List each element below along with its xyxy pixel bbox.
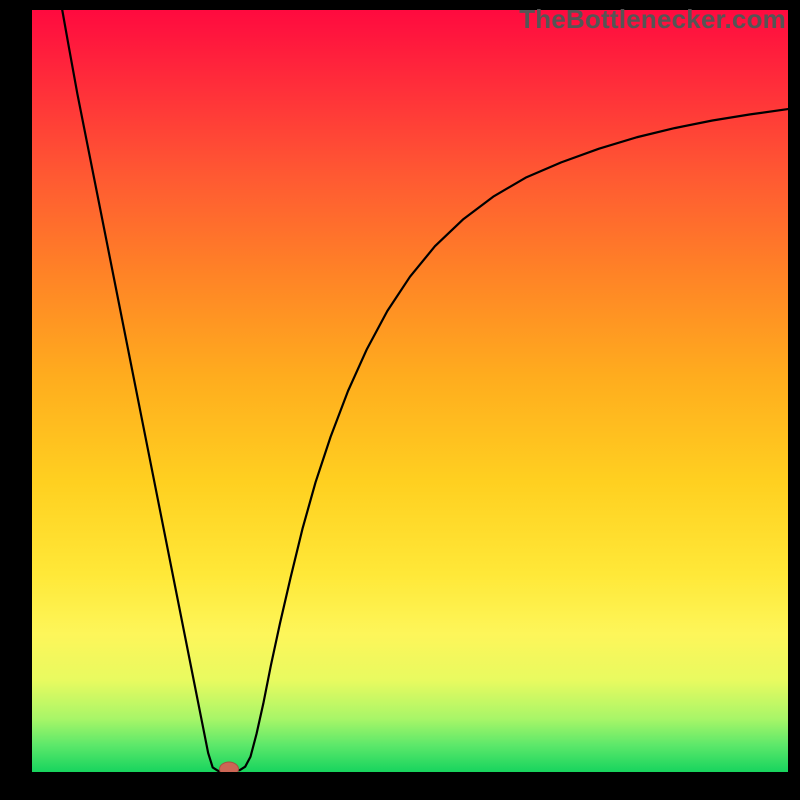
bottleneck-curve [32,10,788,772]
chart-frame [0,772,800,800]
chart-frame [0,0,32,800]
chart-plot-area [32,10,788,772]
watermark-text: TheBottlenecker.com [519,4,786,35]
chart-frame [788,0,800,800]
